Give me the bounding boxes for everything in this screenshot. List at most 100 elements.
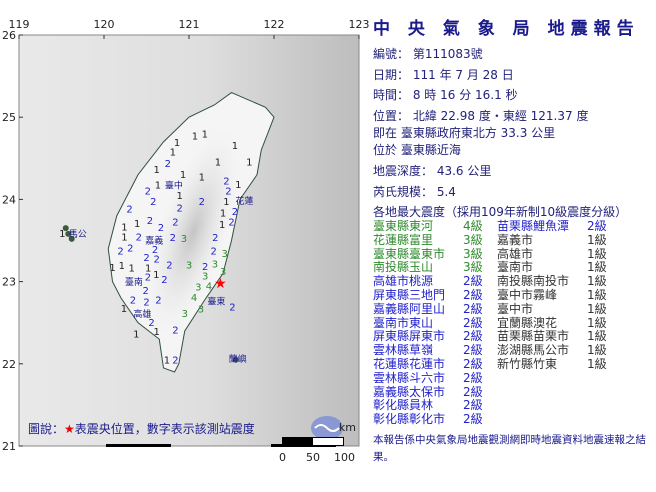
- intensity-level: 1級: [587, 357, 607, 371]
- station-intensity: 1: [220, 209, 226, 220]
- intensity-station-name: 臺東縣東河: [373, 219, 434, 233]
- intensity-station-name: 臺南市: [497, 260, 534, 275]
- station-intensity: 1: [154, 165, 160, 176]
- report-depth: 地震深度： 43.6 公里: [373, 162, 491, 179]
- intensity-station-name: 臺中市霧峰: [497, 288, 558, 302]
- place-label: 臺南: [125, 276, 143, 288]
- intensity-level: 2級: [463, 288, 483, 302]
- place-label: 臺東: [207, 296, 225, 308]
- region: 位於 臺東縣近海: [373, 143, 461, 157]
- scale-unit: km: [338, 421, 356, 434]
- place-label: 蘭嶼: [229, 353, 247, 365]
- station-intensity: 1: [232, 141, 238, 152]
- station-intensity: 2: [228, 218, 234, 229]
- intensity-level: 4級: [463, 219, 483, 233]
- station-intensity: 3: [186, 260, 192, 271]
- station-intensity: 3: [195, 283, 201, 294]
- intensity-level: 3級: [463, 260, 483, 275]
- scale-bar-graphic: [282, 437, 344, 446]
- report-number: 編號： 第111083號: [373, 45, 483, 62]
- station-intensity: 2: [147, 216, 153, 227]
- station-intensity: 2: [158, 223, 164, 234]
- station-intensity: 3: [222, 249, 228, 260]
- station-intensity: 2: [145, 186, 151, 197]
- scale-label-50: 50: [306, 451, 320, 464]
- station-intensity: 1: [109, 263, 115, 274]
- report-magnitude: 芮氏規模： 5.4: [373, 183, 456, 200]
- intensity-level: 2級: [463, 384, 483, 399]
- intensity-heading: 各地最大震度（採用109年新制10級震度分級）: [373, 205, 628, 219]
- epicenter-star-icon: ★: [214, 276, 227, 292]
- location-label: 位置：: [373, 109, 410, 123]
- map-border-scale-segment: [106, 444, 171, 447]
- intensity-station-name: 臺東縣臺東市: [373, 246, 446, 261]
- lon-tick-label: 121: [179, 18, 200, 31]
- legend-prefix: 圖說：: [28, 422, 65, 436]
- report-location: 位置： 北緯 22.98 度・東經 121.37 度: [373, 107, 588, 124]
- lat-tick-label: 22: [2, 358, 16, 371]
- intensity-level: 1級: [587, 329, 607, 344]
- intensity-station-name: 彰化縣彰化市: [373, 412, 446, 427]
- magnitude-value: 5.4: [436, 185, 456, 199]
- station-intensity: 2: [155, 296, 161, 307]
- station-intensity: 1: [134, 219, 140, 230]
- date-value: 111 年 7 月 28 日: [412, 68, 514, 82]
- lat-tick-label: 24: [2, 193, 16, 206]
- intensity-station-name: 嘉義縣阿里山: [373, 301, 446, 316]
- station-intensity: 3: [202, 272, 208, 283]
- intensity-station-name: 雲林縣草嶺: [373, 343, 434, 358]
- station-intensity: 2: [154, 255, 160, 266]
- intensity-level: 3級: [463, 232, 483, 247]
- intensity-level: 1級: [587, 301, 607, 316]
- station-intensity: 1: [121, 223, 127, 234]
- intensity-station-name: 花蓮縣富里: [373, 232, 434, 247]
- report-date: 日期： 111 年 7 月 28 日: [373, 66, 514, 83]
- station-intensity: 1: [215, 158, 221, 169]
- station-intensity: 1: [153, 270, 159, 281]
- station-intensity: 2: [172, 356, 178, 367]
- penghu-island: [65, 230, 72, 237]
- station-intensity: 2: [202, 262, 208, 273]
- intensity-station-name: 高雄市桃源: [373, 274, 434, 289]
- intensity-level: 2級: [463, 343, 483, 358]
- intensity-station-name: 苗栗縣苗栗市: [497, 329, 570, 344]
- station-intensity: 2: [143, 253, 149, 264]
- station-intensity: 2: [126, 204, 132, 215]
- place-label: 嘉義: [145, 235, 163, 247]
- station-intensity: 1: [121, 232, 127, 243]
- intensity-level: 1級: [587, 246, 607, 261]
- intensity-station-name: 花蓮縣花蓮市: [373, 357, 446, 371]
- intensity-level: 2級: [463, 370, 483, 385]
- penghu-island: [68, 235, 75, 242]
- station-intensity: 1: [246, 158, 252, 169]
- station-intensity: 1: [176, 191, 182, 202]
- station-intensity: 1: [119, 261, 125, 272]
- station-intensity: 2: [145, 273, 151, 284]
- map-legend: 圖說：★表震央位置，數字表示該測站震度: [28, 420, 255, 437]
- station-intensity: 2: [148, 318, 154, 329]
- station-intensity: 2: [172, 325, 178, 336]
- station-intensity: 2: [225, 186, 231, 197]
- depth-value: 43.6 公里: [436, 164, 492, 178]
- station-intensity: 2: [142, 286, 148, 297]
- station-intensity: 1: [154, 327, 160, 338]
- intensity-level: 1級: [587, 343, 607, 358]
- time-label: 時間：: [373, 88, 410, 102]
- date-label: 日期：: [373, 68, 410, 82]
- lon-tick-label: 119: [9, 18, 30, 31]
- intensity-level: 1級: [587, 232, 607, 247]
- station-intensity: 1: [223, 197, 229, 208]
- intensity-station-name: 雲林縣斗六市: [373, 370, 446, 385]
- intensity-station-name: 南投縣玉山: [373, 260, 434, 275]
- station-intensity: 1: [59, 229, 65, 240]
- station-intensity: 2: [127, 243, 133, 254]
- scale-label-0: 0: [279, 451, 286, 464]
- station-intensity: 4: [191, 293, 197, 304]
- station-intensity: 2: [117, 246, 123, 257]
- intensity-level: 2級: [587, 219, 607, 233]
- intensity-level: 2級: [463, 315, 483, 330]
- station-intensity: 2: [143, 297, 149, 308]
- number-label: 編號：: [373, 47, 410, 61]
- place-label: 馬公: [69, 229, 87, 240]
